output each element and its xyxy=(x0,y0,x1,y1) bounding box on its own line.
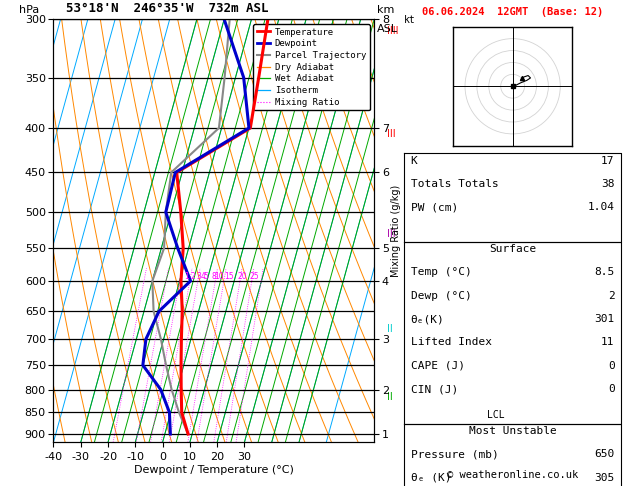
Text: km: km xyxy=(377,4,395,15)
Text: PW (cm): PW (cm) xyxy=(411,202,458,212)
Text: LCL: LCL xyxy=(487,410,504,419)
Text: 1.04: 1.04 xyxy=(587,202,615,212)
Text: 2: 2 xyxy=(191,272,196,281)
Text: III: III xyxy=(387,129,396,139)
Text: θₑ (K): θₑ (K) xyxy=(411,473,451,483)
Text: CAPE (J): CAPE (J) xyxy=(411,361,465,371)
Text: 0: 0 xyxy=(608,361,615,371)
Text: 3: 3 xyxy=(196,272,201,281)
Text: ASL: ASL xyxy=(377,24,398,35)
Text: Mixing Ratio (g/kg): Mixing Ratio (g/kg) xyxy=(391,185,401,277)
Text: 5: 5 xyxy=(203,272,208,281)
Text: 8.5: 8.5 xyxy=(594,267,615,278)
Text: Pressure (mb): Pressure (mb) xyxy=(411,450,499,459)
Text: 15: 15 xyxy=(224,272,233,281)
Text: 1: 1 xyxy=(184,272,189,281)
Text: Most Unstable: Most Unstable xyxy=(469,426,557,436)
Text: III: III xyxy=(387,229,396,239)
Text: 301: 301 xyxy=(594,314,615,324)
X-axis label: Dewpoint / Temperature (°C): Dewpoint / Temperature (°C) xyxy=(134,465,294,475)
Text: 2: 2 xyxy=(608,291,615,301)
Text: K: K xyxy=(411,156,418,166)
Text: Temp (°C): Temp (°C) xyxy=(411,267,472,278)
Text: 8: 8 xyxy=(211,272,216,281)
Text: 38: 38 xyxy=(601,179,615,189)
Text: 20: 20 xyxy=(238,272,247,281)
Text: 0: 0 xyxy=(608,384,615,394)
Text: 17: 17 xyxy=(601,156,615,166)
Text: 11: 11 xyxy=(601,337,615,347)
Text: Totals Totals: Totals Totals xyxy=(411,179,499,189)
Legend: Temperature, Dewpoint, Parcel Trajectory, Dry Adiabat, Wet Adiabat, Isotherm, Mi: Temperature, Dewpoint, Parcel Trajectory… xyxy=(253,24,370,110)
Text: Lifted Index: Lifted Index xyxy=(411,337,492,347)
Text: Dewp (°C): Dewp (°C) xyxy=(411,291,472,301)
Text: 10: 10 xyxy=(214,272,224,281)
Text: hPa: hPa xyxy=(19,4,39,15)
Text: 305: 305 xyxy=(594,473,615,483)
Text: 25: 25 xyxy=(250,272,260,281)
Text: 4: 4 xyxy=(201,272,205,281)
Text: kt: kt xyxy=(404,15,416,25)
Text: © weatheronline.co.uk: © weatheronline.co.uk xyxy=(447,470,578,480)
Text: IIII: IIII xyxy=(387,26,399,36)
Text: 650: 650 xyxy=(594,450,615,459)
Text: CIN (J): CIN (J) xyxy=(411,384,458,394)
Text: II: II xyxy=(387,324,393,334)
Text: Surface: Surface xyxy=(489,244,537,254)
Text: II: II xyxy=(387,392,393,401)
Text: 53°18'N  246°35'W  732m ASL: 53°18'N 246°35'W 732m ASL xyxy=(66,1,269,15)
Text: θₑ(K): θₑ(K) xyxy=(411,314,445,324)
Text: 06.06.2024  12GMT  (Base: 12): 06.06.2024 12GMT (Base: 12) xyxy=(422,7,603,17)
